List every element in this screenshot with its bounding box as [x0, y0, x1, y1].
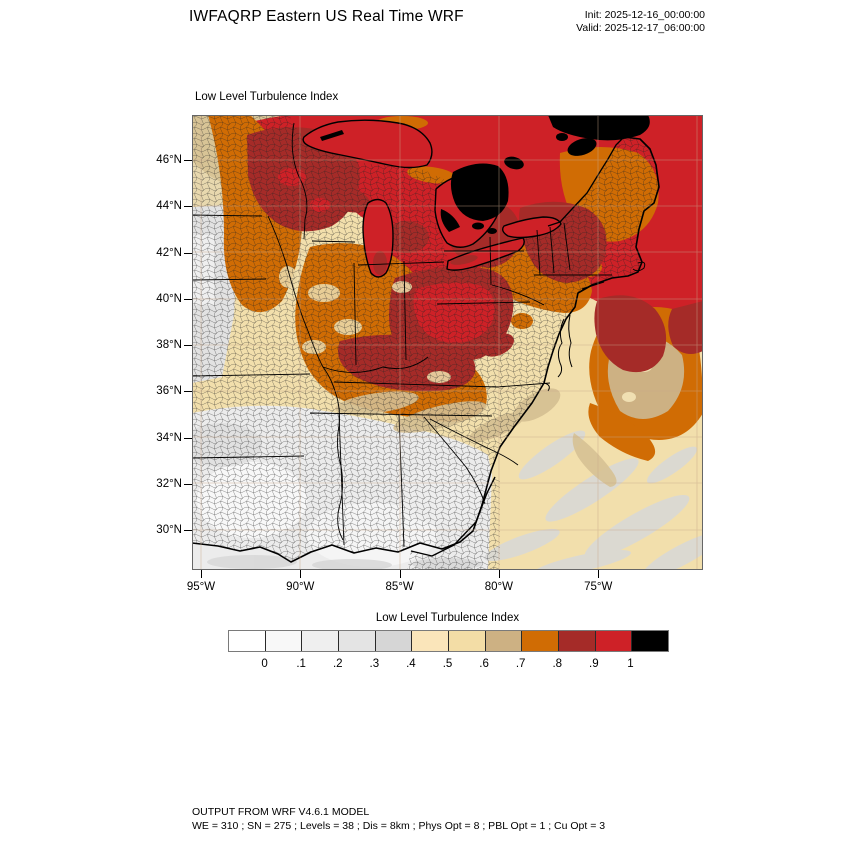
lat-tick-mark: [184, 160, 192, 161]
lat-tick-label: 40°N: [156, 292, 182, 305]
colorbar-cell: [264, 631, 302, 651]
map-title: Low Level Turbulence Index: [195, 91, 339, 103]
lat-tick-mark: [184, 437, 192, 439]
lon-tick-mark: [399, 570, 401, 578]
valid-time: Valid: 2025-12-17_06:00:00: [576, 21, 705, 34]
lat-tick-label: 38°N: [156, 339, 182, 351]
footer-line-1: OUTPUT FROM WRF V4.6.1 MODEL: [192, 806, 370, 818]
lon-tick-label: 90°W: [286, 581, 315, 593]
colorbar: [228, 630, 669, 652]
colorbar-cell: [631, 631, 669, 651]
init-time: Init: 2025-12-16_00:00:00: [584, 9, 705, 21]
coastline: [192, 136, 660, 563]
colorbar-tick-label: .5: [442, 658, 453, 670]
lat-tick-label: 32°N: [156, 477, 182, 490]
colorbar-tick-label: 1: [627, 658, 634, 670]
colorbar-cell: [301, 631, 339, 651]
colorbar-cell: [411, 631, 449, 651]
lon-tick-label: 85°W: [385, 581, 414, 593]
colorbar-title: Low Level Turbulence Index: [375, 612, 520, 624]
lat-tick-label: 36°N: [156, 385, 182, 398]
colorbar-tick-label: .6: [479, 658, 489, 670]
lat-tick-label: 44°N: [156, 200, 182, 213]
lat-tick-label: 46°N: [156, 154, 182, 166]
latlon-grid: [192, 115, 703, 570]
colorbar-cell: [484, 631, 522, 651]
lat-tick-mark: [184, 391, 192, 393]
lat-tick-mark: [184, 530, 192, 531]
map-frame: [192, 115, 703, 570]
page-title: IWFAQRP Eastern US Real Time WRF: [189, 8, 464, 25]
lat-tick-label: 42°N: [156, 246, 182, 259]
lat-tick-label: 34°N: [156, 431, 182, 444]
lon-tick-mark: [498, 570, 500, 578]
lat-tick-label: 30°N: [156, 524, 182, 536]
lat-tick-mark: [184, 345, 192, 346]
footer-line-2: WE = 310 ; SN = 275 ; Levels = 38 ; Dis …: [192, 819, 606, 832]
lon-tick-mark: [300, 570, 302, 578]
colorbar-cell: [594, 631, 632, 651]
colorbar-cell: [338, 631, 375, 651]
colorbar-cell: [448, 631, 485, 651]
colorbar-tick-label: 0: [261, 658, 268, 670]
lon-tick-label: 80°W: [484, 581, 514, 593]
colorbar-tick-label: .3: [369, 658, 380, 670]
lat-tick-mark: [184, 206, 192, 208]
colorbar-tick-label: .2: [332, 658, 343, 670]
lat-tick-mark: [184, 483, 192, 485]
colorbar-cell: [374, 631, 412, 651]
lon-tick-label: 75°W: [584, 581, 613, 593]
lon-tick-mark: [201, 570, 202, 578]
lat-tick-mark: [184, 252, 192, 254]
colorbar-tick-label: .9: [589, 658, 599, 670]
black-extreme-patches: [320, 115, 650, 234]
colorbar-tick-label: .4: [406, 658, 416, 670]
colorbar-tick-label: .8: [552, 658, 563, 670]
colorbar-cell: [558, 631, 595, 651]
run-info: Init: 2025-12-16_00:00:00 Valid: 2025-12…: [576, 9, 705, 34]
wrf-map-graphic: [192, 115, 703, 570]
colorbar-cell: [521, 631, 559, 651]
lat-tick-mark: [184, 298, 192, 300]
colorbar-tick-label: .7: [515, 658, 526, 670]
footer: OUTPUT FROM WRF V4.6.1 MODEL WE = 310 ; …: [192, 806, 605, 833]
colorbar-cell: [229, 631, 265, 651]
lon-tick-mark: [598, 570, 600, 578]
lon-tick-label: 95°W: [186, 581, 216, 593]
colorbar-tick-label: .1: [296, 658, 306, 670]
